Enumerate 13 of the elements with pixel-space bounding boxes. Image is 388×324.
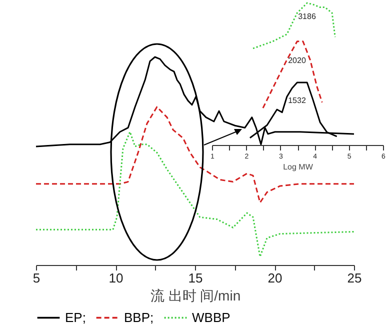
legend-label: WBBP [192,310,230,324]
annotation: 3186 [298,12,316,21]
x-tick-label: 5 [32,270,40,286]
legend-label: BBP; [124,310,154,324]
x-tick-label: 25 [347,270,362,286]
x-tick-label: 15 [188,270,203,286]
annotation: 1532 [288,96,306,105]
x-tick-label: 20 [268,270,282,286]
x-tick-label: 10 [108,270,124,286]
annotation: 2020 [288,56,306,65]
x-axis-title: Log MW [283,162,314,172]
x-axis-title: 流 出时 间/min [150,288,241,304]
legend-label: EP; [65,310,86,324]
